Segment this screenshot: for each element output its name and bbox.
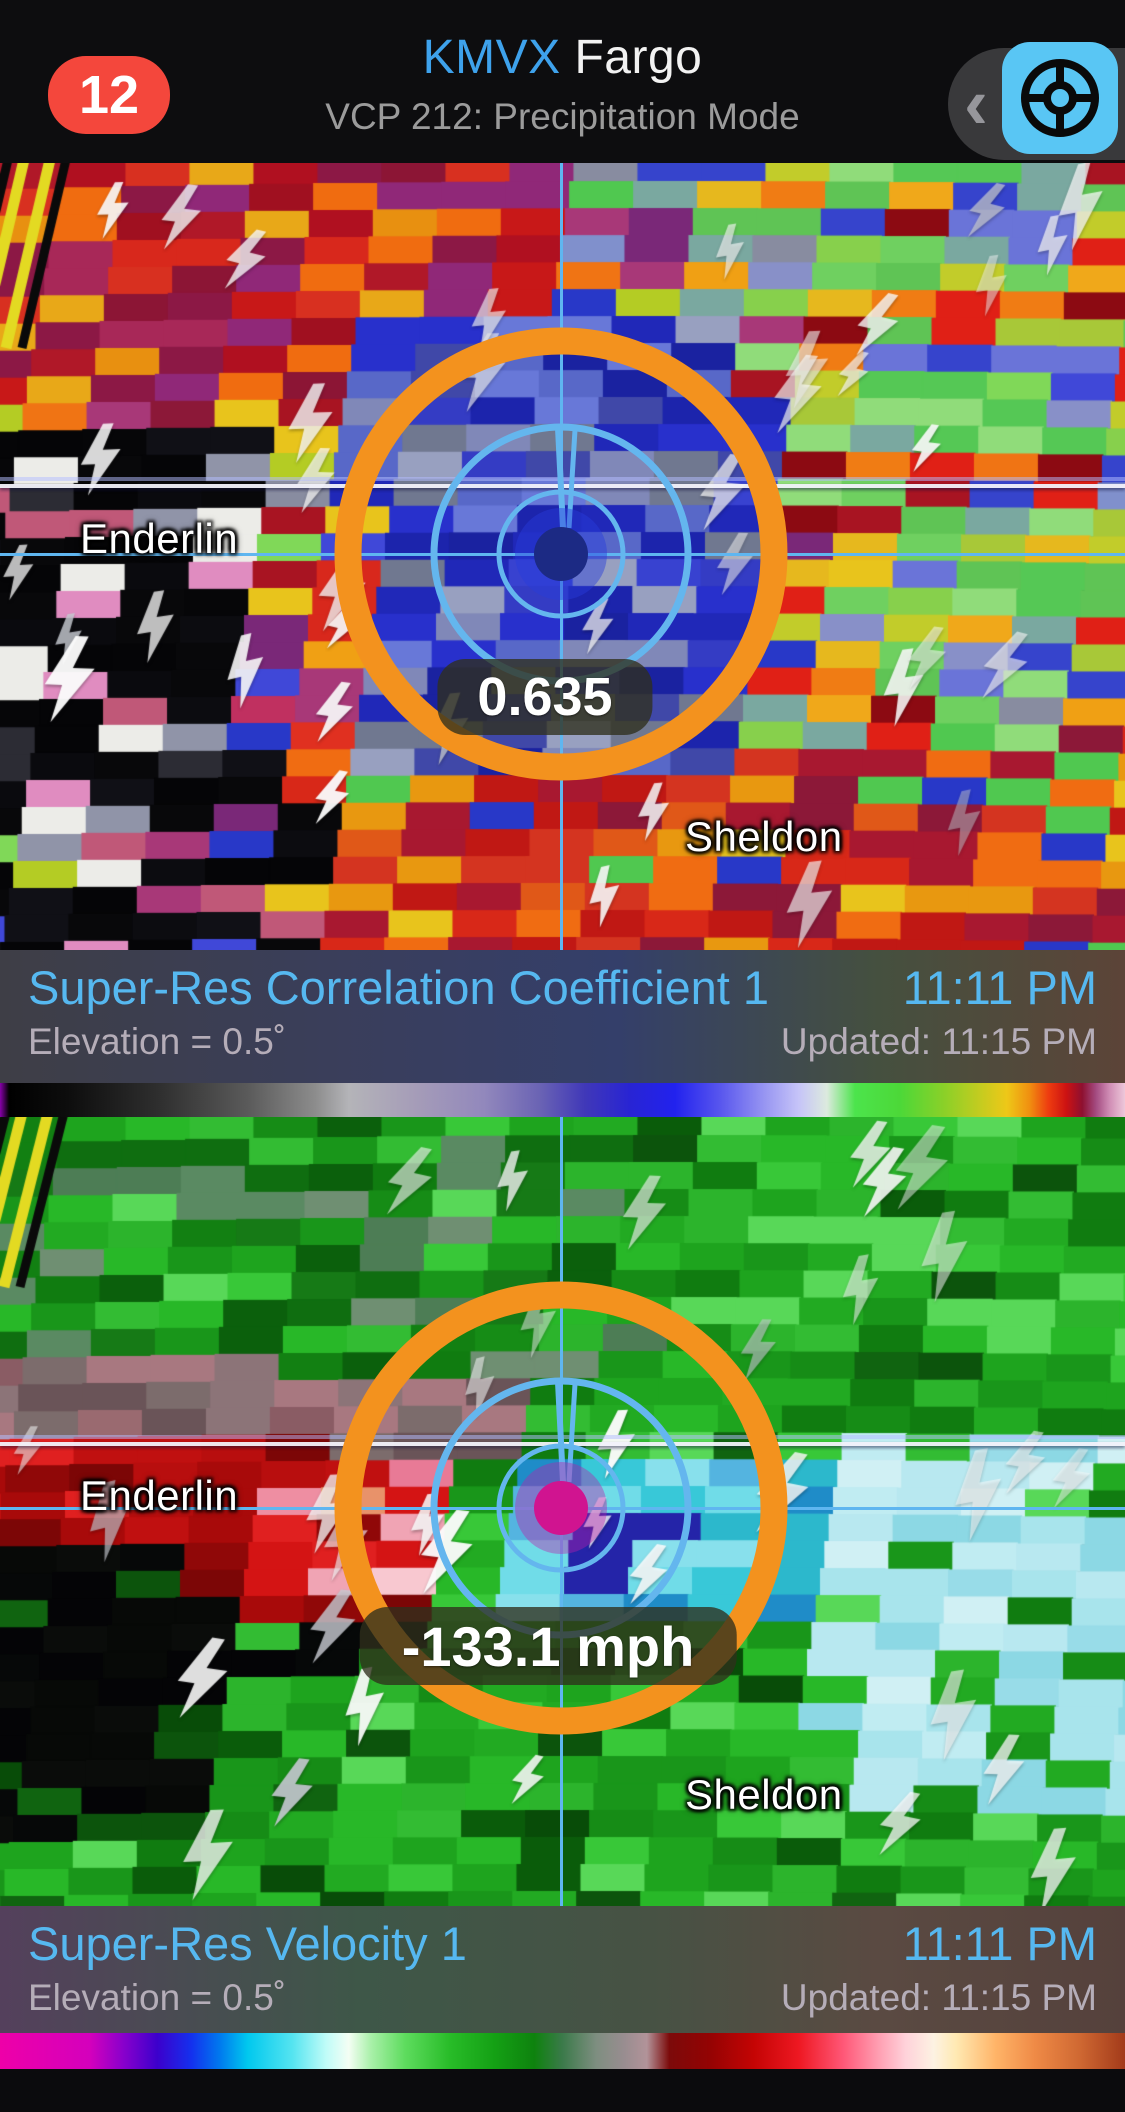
radar-panel-cc: Enderlin Sheldon 0.635 (0, 163, 1125, 950)
probe-reticle[interactable] (321, 1268, 801, 1748)
layer-time: 11:11 PM (902, 1917, 1097, 1970)
layer-elevation: Elevation = 0.5˚ (28, 1021, 287, 1062)
range-ring-orange (334, 327, 788, 781)
station-id: KMVX (422, 31, 561, 84)
value-readout-pill: 0.635 (437, 659, 653, 735)
bearing-needle-2 (566, 429, 578, 529)
radar-panel-velocity: Enderlin Sheldon -133.1 mph (0, 1117, 1125, 1906)
layer-info-bar-cc[interactable]: Super-Res Correlation Coefficient 1 11:1… (0, 950, 1125, 1083)
app-header: 12 KMVX Fargo VCP 212: Precipitation Mod… (0, 0, 1125, 163)
layer-title: Super-Res Velocity 1 (28, 1917, 467, 1970)
station-title: KMVX Fargo (422, 31, 703, 84)
bearing-needle (555, 1381, 566, 1483)
probe-dot (534, 1481, 588, 1535)
bearing-needle (555, 427, 566, 529)
value-readout-pill: -133.1 mph (359, 1607, 737, 1685)
alert-count: 12 (78, 65, 140, 125)
alert-count-badge[interactable]: 12 (48, 56, 170, 134)
layer-time: 11:11 PM (902, 961, 1097, 1014)
city-label-enderlin: Enderlin (80, 1472, 239, 1519)
layer-title: Super-Res Correlation Coefficient 1 (28, 961, 770, 1014)
layer-updated: Updated: 11:15 PM (780, 1977, 1097, 2018)
footer-bar (0, 2069, 1125, 2112)
bearing-needle-2 (566, 1383, 578, 1483)
range-ring-orange (334, 1281, 788, 1735)
radar-tools-button[interactable] (1002, 42, 1118, 154)
colorbar-cc (0, 1083, 1125, 1117)
city-label-sheldon: Sheldon (685, 1771, 843, 1818)
reticle-icon (1021, 59, 1099, 137)
city-label-sheldon: Sheldon (685, 813, 843, 860)
probe-dot (534, 527, 588, 581)
vcp-mode-subtitle: VCP 212: Precipitation Mode (325, 96, 800, 137)
layer-elevation: Elevation = 0.5˚ (28, 1977, 287, 2018)
layer-info-bar-velocity[interactable]: Super-Res Velocity 1 11:11 PM Elevation … (0, 1906, 1125, 2033)
city-label-enderlin: Enderlin (80, 515, 239, 562)
colorbar-velocity (0, 2033, 1125, 2069)
chevron-left-icon[interactable]: ‹ (964, 64, 988, 144)
layer-updated: Updated: 11:15 PM (780, 1021, 1097, 1062)
